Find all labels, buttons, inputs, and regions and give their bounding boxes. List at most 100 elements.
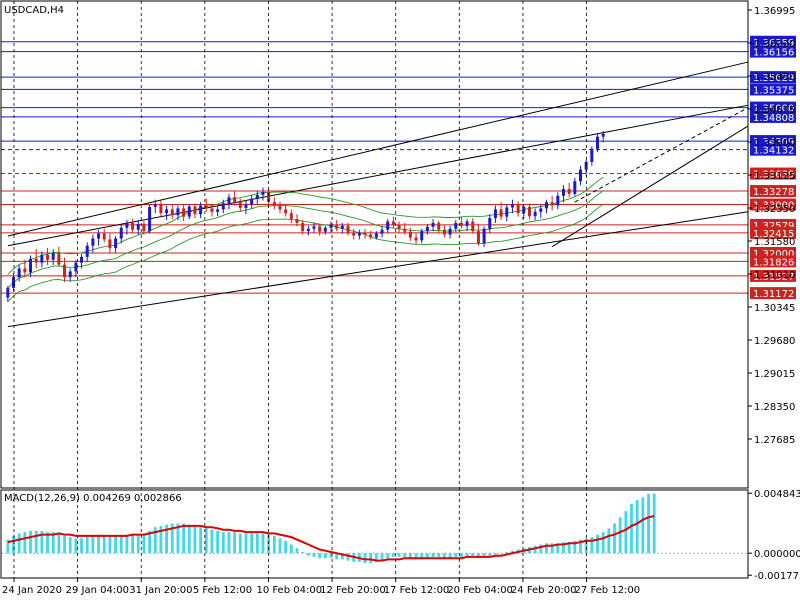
candle-body[interactable] bbox=[516, 204, 520, 214]
candle-body[interactable] bbox=[488, 218, 492, 229]
candle-body[interactable] bbox=[318, 226, 322, 232]
candle-body[interactable] bbox=[533, 211, 537, 217]
candle-body[interactable] bbox=[80, 256, 84, 263]
candle-body[interactable] bbox=[437, 222, 441, 230]
candle-body[interactable] bbox=[601, 133, 605, 137]
candle-body[interactable] bbox=[165, 209, 169, 214]
candle-body[interactable] bbox=[193, 206, 197, 215]
candle-body[interactable] bbox=[233, 197, 237, 203]
candle-body[interactable] bbox=[12, 277, 16, 288]
trendline[interactable] bbox=[7, 104, 749, 247]
candle-body[interactable] bbox=[272, 202, 276, 206]
candle-body[interactable] bbox=[420, 231, 424, 241]
candle-body[interactable] bbox=[85, 245, 89, 257]
candle-body[interactable] bbox=[108, 239, 112, 249]
candle-body[interactable] bbox=[40, 254, 44, 263]
trendline[interactable] bbox=[7, 211, 749, 328]
candle-body[interactable] bbox=[306, 228, 310, 232]
candle-body[interactable] bbox=[380, 229, 384, 234]
candle-body[interactable] bbox=[471, 221, 475, 232]
candle-body[interactable] bbox=[187, 206, 191, 217]
candle-body[interactable] bbox=[414, 237, 418, 241]
candle-body[interactable] bbox=[136, 223, 140, 230]
candle-body[interactable] bbox=[301, 222, 305, 232]
candle-body[interactable] bbox=[346, 225, 350, 233]
candle-body[interactable] bbox=[170, 209, 174, 216]
candle-body[interactable] bbox=[476, 231, 480, 244]
candle-body[interactable] bbox=[23, 268, 27, 273]
candle-body[interactable] bbox=[425, 226, 429, 232]
candle-body[interactable] bbox=[216, 209, 220, 212]
candle-body[interactable] bbox=[454, 222, 458, 229]
candle-body[interactable] bbox=[255, 194, 259, 199]
candle-body[interactable] bbox=[340, 225, 344, 229]
candle-body[interactable] bbox=[221, 203, 225, 210]
candle-body[interactable] bbox=[210, 208, 214, 212]
trendline[interactable] bbox=[574, 107, 749, 203]
candle-body[interactable] bbox=[6, 287, 10, 298]
candle-body[interactable] bbox=[227, 197, 231, 204]
candle-body[interactable] bbox=[459, 222, 463, 226]
candle-body[interactable] bbox=[51, 252, 55, 260]
candle-body[interactable] bbox=[91, 238, 95, 246]
candle-body[interactable] bbox=[289, 213, 293, 220]
candle-body[interactable] bbox=[284, 209, 288, 214]
candle-body[interactable] bbox=[408, 231, 412, 238]
candle-body[interactable] bbox=[567, 189, 571, 194]
candle-body[interactable] bbox=[142, 223, 146, 232]
candle-body[interactable] bbox=[63, 264, 67, 278]
candle-body[interactable] bbox=[431, 222, 435, 227]
candle-body[interactable] bbox=[261, 191, 265, 195]
candle-body[interactable] bbox=[323, 227, 327, 232]
candle-body[interactable] bbox=[125, 222, 129, 228]
candle-body[interactable] bbox=[522, 206, 526, 214]
candle-body[interactable] bbox=[238, 202, 242, 208]
candle-body[interactable] bbox=[386, 221, 390, 230]
candle-body[interactable] bbox=[148, 206, 152, 232]
trendline[interactable] bbox=[7, 61, 749, 237]
candle-body[interactable] bbox=[505, 207, 509, 217]
candle-body[interactable] bbox=[442, 229, 446, 235]
candle-body[interactable] bbox=[527, 206, 531, 217]
candle-body[interactable] bbox=[74, 262, 78, 272]
candle-body[interactable] bbox=[499, 209, 503, 217]
candle-body[interactable] bbox=[68, 271, 72, 278]
candle-body[interactable] bbox=[29, 258, 33, 273]
candle-body[interactable] bbox=[17, 268, 21, 278]
candle-body[interactable] bbox=[97, 233, 101, 239]
candle-body[interactable] bbox=[363, 232, 367, 235]
candle-body[interactable] bbox=[556, 195, 560, 206]
candle-body[interactable] bbox=[482, 228, 486, 244]
candle-body[interactable] bbox=[550, 202, 554, 206]
candle-body[interactable] bbox=[561, 189, 565, 196]
candle-body[interactable] bbox=[510, 204, 514, 208]
candle-body[interactable] bbox=[573, 181, 577, 194]
candle-body[interactable] bbox=[335, 224, 339, 229]
candle-body[interactable] bbox=[182, 208, 186, 217]
candle-body[interactable] bbox=[153, 204, 157, 207]
candle-body[interactable] bbox=[352, 232, 356, 236]
candle-body[interactable] bbox=[329, 224, 333, 228]
candle-body[interactable] bbox=[590, 148, 594, 162]
candle-body[interactable] bbox=[295, 219, 299, 223]
candle-body[interactable] bbox=[374, 233, 378, 238]
candle-body[interactable] bbox=[244, 204, 248, 208]
candle-body[interactable] bbox=[465, 221, 469, 226]
candle-body[interactable] bbox=[114, 238, 118, 249]
candle-body[interactable] bbox=[176, 208, 180, 216]
candle-body[interactable] bbox=[199, 205, 203, 215]
candle-body[interactable] bbox=[595, 136, 599, 149]
candle-body[interactable] bbox=[102, 233, 106, 240]
candle-body[interactable] bbox=[46, 254, 50, 260]
candle-body[interactable] bbox=[159, 204, 163, 214]
candle-body[interactable] bbox=[312, 226, 316, 229]
candle-body[interactable] bbox=[34, 258, 38, 263]
candle-body[interactable] bbox=[119, 227, 123, 239]
candle-body[interactable] bbox=[131, 222, 135, 230]
candle-body[interactable] bbox=[267, 191, 271, 203]
candle-body[interactable] bbox=[369, 234, 373, 238]
candle-body[interactable] bbox=[391, 221, 395, 225]
